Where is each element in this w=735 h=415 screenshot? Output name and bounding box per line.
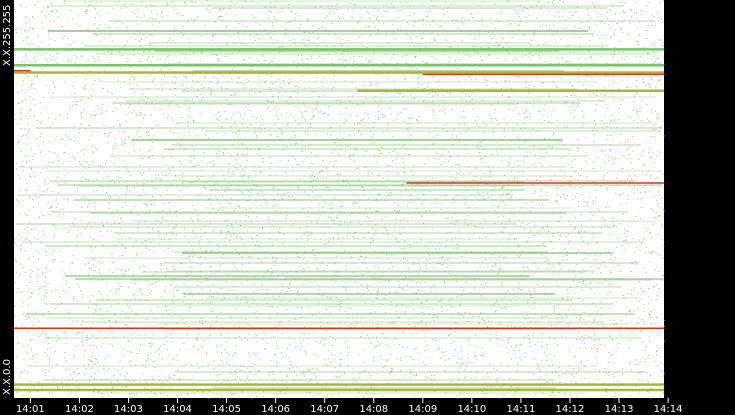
x-tick-label: 14:11 (507, 404, 536, 415)
x-tick-label: 14:14 (654, 404, 683, 415)
x-tick-label: 14:09 (408, 404, 437, 415)
noise-dots (14, 0, 665, 399)
x-tick-label: 14:02 (65, 404, 94, 415)
y-label-bottom: X.X.0.0 (2, 359, 13, 395)
x-tick-label: 14:07 (310, 404, 339, 415)
x-tick-label: 14:05 (212, 404, 241, 415)
x-tick-label: 14:12 (556, 404, 585, 415)
x-tick-label: 14:13 (605, 404, 634, 415)
x-tick-label: 14:01 (16, 404, 45, 415)
x-tick-label: 14:03 (114, 404, 143, 415)
x-tick-label: 14:10 (457, 404, 486, 415)
y-label-top: X.X.255.255 (2, 5, 13, 66)
noise-layer (14, 0, 665, 399)
x-tick-label: 14:06 (261, 404, 290, 415)
x-tick-label: 14:04 (163, 404, 192, 415)
x-axis-ticks: 14:01 14:02 14:03 14:04 14:05 14:06 14:07 14:08… (16, 398, 683, 415)
dense-bands-layer (14, 48, 664, 392)
x-tick-label: 14:08 (359, 404, 388, 415)
